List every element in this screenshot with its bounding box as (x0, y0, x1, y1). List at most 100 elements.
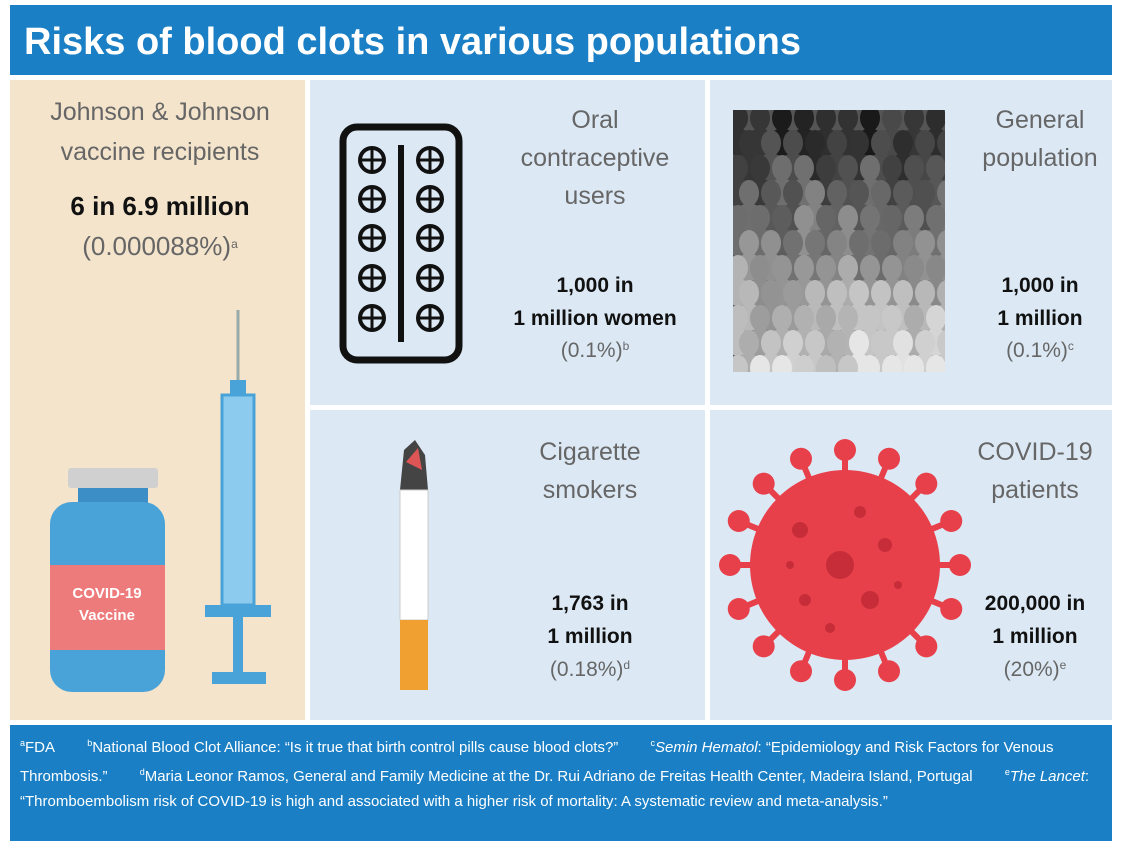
panel-percent: (0.1%)b (561, 339, 630, 362)
footnote-text: FDA (25, 739, 55, 756)
title: Risks of blood clots in various populati… (24, 21, 801, 63)
panel-stat: 1 million women (513, 307, 676, 330)
person-head (838, 305, 858, 331)
footnote: bNational Blood Clot Alliance: “Is it tr… (87, 739, 618, 756)
virus-spot (878, 538, 892, 552)
panel-percent: (0.18%)d (550, 658, 630, 681)
person-head (849, 330, 869, 356)
person-head (816, 255, 836, 281)
person-head (871, 330, 891, 356)
footnote-text: National Blood Clot Alliance: “Is it tru… (92, 739, 618, 756)
footnote-mark: a (231, 237, 238, 251)
person-head (750, 205, 770, 231)
vial-label: Vaccine (79, 607, 135, 624)
percent-value: (0.1%) (1006, 339, 1068, 362)
infographic: Risks of blood clots in various populati… (0, 0, 1122, 725)
person-head (882, 205, 902, 231)
virus-spike-tip (790, 448, 812, 470)
virus-spike-tip (834, 669, 856, 691)
panel-stat: 1 million (997, 307, 1082, 330)
person-head (849, 180, 869, 206)
panel-label: General (996, 106, 1085, 134)
person-head (761, 180, 781, 206)
virus-spike-tip (719, 554, 741, 576)
virus-spot (786, 561, 794, 569)
virus-spot (894, 581, 902, 589)
person-head (893, 230, 913, 256)
person-head (871, 230, 891, 256)
person-head (860, 305, 880, 331)
footnote-mark: b (623, 339, 630, 353)
virus-spike-tip (728, 598, 750, 620)
panel-percent: (0.000088%)a (82, 231, 238, 261)
person-head (860, 255, 880, 281)
panel-percent: (0.1%)c (1006, 339, 1074, 362)
panel-bg (310, 410, 705, 720)
person-head (827, 230, 847, 256)
person-head (871, 280, 891, 306)
person-head (882, 155, 902, 181)
virus-spike-tip (753, 473, 775, 495)
person-head (794, 255, 814, 281)
person-head (805, 230, 825, 256)
virus-spot (826, 551, 854, 579)
person-head (772, 155, 792, 181)
person-head (893, 130, 913, 156)
panel-label: Oral (571, 106, 618, 134)
pill-pack-icon (343, 127, 459, 360)
person-head (794, 205, 814, 231)
person-head (926, 305, 946, 331)
person-head (915, 180, 935, 206)
person-head (827, 330, 847, 356)
person-head (849, 280, 869, 306)
panel-label: contraceptive (521, 144, 670, 172)
panel-stat: 1,763 in (551, 592, 628, 615)
person-head (739, 180, 759, 206)
person-head (750, 305, 770, 331)
person-head (750, 155, 770, 181)
person-head (893, 180, 913, 206)
panel-label: patients (991, 476, 1079, 504)
person-head (761, 280, 781, 306)
person-head (783, 280, 803, 306)
person-head (893, 280, 913, 306)
person-head (838, 155, 858, 181)
person-head (838, 205, 858, 231)
person-head (761, 230, 781, 256)
virus-spike-tip (878, 448, 900, 470)
person-head (926, 255, 946, 281)
virus-icon (719, 439, 971, 691)
virus-spike-tip (940, 510, 962, 532)
person-head (915, 230, 935, 256)
person-head (915, 280, 935, 306)
person-head (849, 230, 869, 256)
person-head (761, 130, 781, 156)
panel-stat: 1,000 in (1001, 274, 1078, 297)
person-head (739, 130, 759, 156)
percent-value: (0.18%) (550, 658, 624, 681)
person-head (783, 330, 803, 356)
person-head (772, 255, 792, 281)
person-head (882, 305, 902, 331)
person-head (827, 180, 847, 206)
person-head (904, 205, 924, 231)
panel-stat: 1 million (992, 625, 1077, 648)
panel-label: users (564, 182, 625, 210)
virus-spot (861, 591, 879, 609)
virus-spike-tip (834, 439, 856, 461)
panel-stat: 1,000 in (556, 274, 633, 297)
person-head (739, 230, 759, 256)
person-head (750, 255, 770, 281)
person-head (838, 255, 858, 281)
panel-label: Johnson & Johnson (50, 98, 270, 126)
panel-label: vaccine recipients (61, 138, 260, 166)
panel-label: population (982, 144, 1097, 172)
virus-spike-tip (949, 554, 971, 576)
person-head (915, 130, 935, 156)
panel-percent: (20%)e (1004, 658, 1067, 681)
virus-spot (792, 522, 808, 538)
footnote-source: The Lancet (1010, 768, 1085, 785)
footnote: aFDA (20, 739, 55, 756)
person-head (816, 155, 836, 181)
virus-spot (825, 623, 835, 633)
